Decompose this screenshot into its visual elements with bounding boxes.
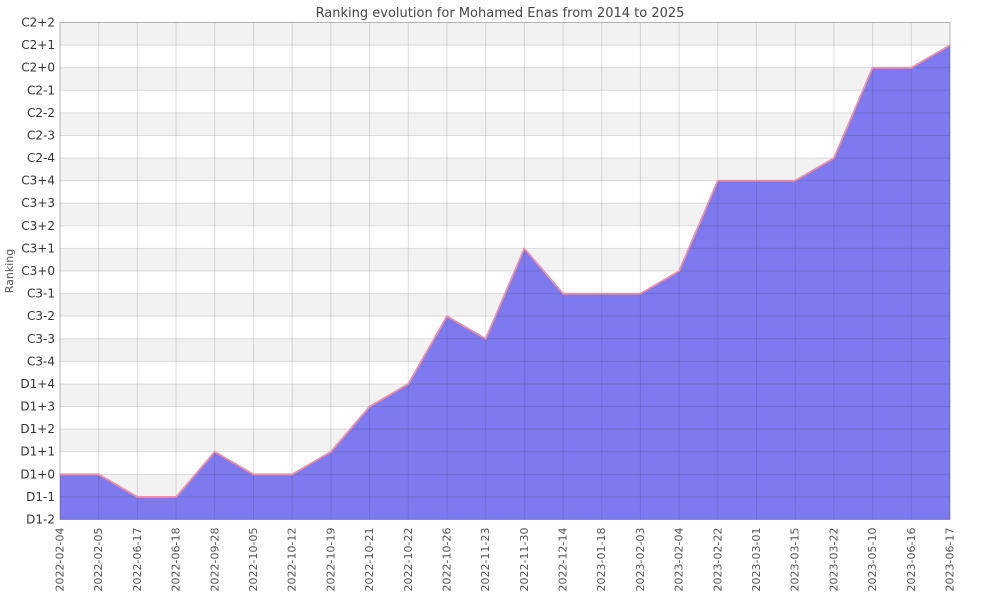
x-tick-label: 2023-02-03	[634, 528, 647, 592]
band-row	[60, 135, 950, 159]
y-tick-label: D1+1	[20, 445, 55, 459]
x-tick-label: 2022-10-12	[286, 528, 299, 592]
y-axis-tick-labels: C2+2 C2+1 C2+0 C2-1 C2-2 C2-3 C2-4 C3+4 C3+3 C3+2…	[20, 16, 55, 527]
band-row	[60, 22, 950, 46]
x-tick-label: 2022-12-14	[557, 528, 570, 592]
y-tick-label: D1+0	[20, 467, 55, 481]
x-tick-label: 2022-06-17	[131, 528, 144, 592]
x-tick-label: 2022-06-18	[170, 528, 183, 592]
x-tick-label: 2022-10-21	[363, 528, 376, 592]
x-tick-label: 2023-06-16	[905, 528, 918, 592]
y-tick-label: C3+1	[21, 241, 55, 255]
y-tick-label: C3-1	[27, 287, 55, 301]
band-row	[60, 158, 950, 181]
x-tick-label: 2023-03-15	[789, 528, 802, 592]
band-row	[60, 90, 950, 113]
y-tick-label: D1+2	[20, 422, 55, 436]
y-tick-label: D1+3	[20, 400, 55, 414]
y-tick-label: C3+4	[21, 174, 55, 188]
x-tick-label: 2023-01-18	[595, 528, 608, 592]
band-row	[60, 45, 950, 68]
series-line	[59, 44, 951, 498]
ranking-line	[59, 44, 951, 498]
x-tick-label: 2022-11-23	[479, 528, 492, 592]
grid-lines	[59, 22, 951, 520]
y-tick-label: C3+0	[21, 264, 55, 278]
y-tick-label: C2+2	[21, 16, 55, 30]
y-tick-label: C3-2	[27, 309, 55, 323]
x-tick-label: 2022-10-22	[402, 528, 415, 592]
band-row	[60, 67, 950, 91]
band-row	[60, 112, 950, 136]
x-tick-label: 2023-06-17	[944, 528, 957, 592]
x-tick-label: 2023-05-10	[866, 528, 879, 592]
x-tick-label: 2023-03-01	[750, 528, 763, 592]
y-tick-label: C3-4	[27, 354, 55, 368]
y-tick-label: C2+0	[21, 61, 55, 75]
y-tick-label: C2-4	[27, 151, 55, 165]
y-tick-label: C3-3	[27, 332, 55, 346]
y-tick-label: D1-2	[26, 513, 55, 527]
x-tick-label: 2023-03-22	[827, 528, 840, 592]
y-tick-label: D1+4	[20, 377, 55, 391]
x-tick-label: 2022-10-19	[324, 528, 337, 592]
x-tick-label: 2022-11-30	[518, 528, 531, 592]
y-tick-label: D1-1	[26, 490, 55, 504]
y-axis-title: Ranking	[3, 249, 16, 294]
y-tick-label: C2-3	[27, 128, 55, 142]
y-tick-label: C3+3	[21, 196, 55, 210]
y-tick-label: C2+1	[21, 38, 55, 52]
chart-title: Ranking evolution for Mohamed Enas from …	[316, 6, 685, 21]
x-tick-label: 2022-02-04	[54, 528, 67, 592]
plot-border	[59, 22, 951, 520]
x-tick-label: 2023-02-04	[673, 528, 686, 592]
y-tick-label: C3+2	[21, 219, 55, 233]
ranking-area-fill	[60, 45, 950, 520]
x-tick-label: 2023-02-22	[711, 528, 724, 592]
y-tick-label: C2-2	[27, 106, 55, 120]
x-tick-label: 2022-10-05	[247, 528, 260, 592]
x-tick-label: 2022-09-28	[208, 528, 221, 592]
x-tick-label: 2022-02-05	[92, 528, 105, 592]
x-axis-tick-labels: 2022-02-04 2022-02-05 2022-06-17 2022-06-18…	[54, 528, 957, 592]
area-series	[60, 45, 950, 520]
x-tick-label: 2022-10-26	[440, 528, 453, 592]
y-tick-label: C2-1	[27, 83, 55, 97]
